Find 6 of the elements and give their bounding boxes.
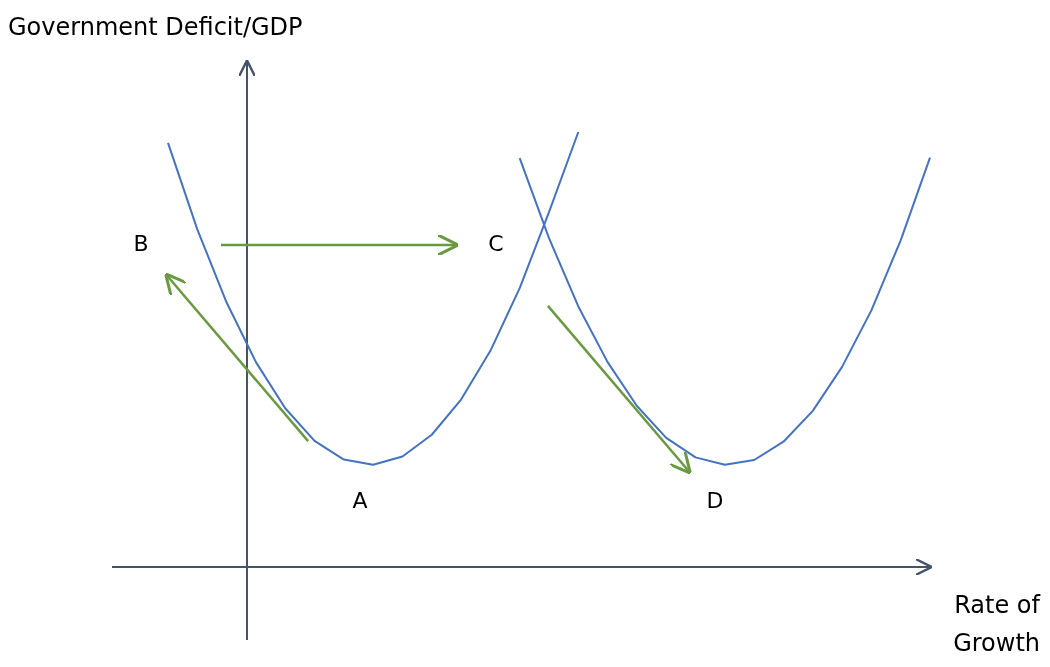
text: B — [133, 231, 149, 256]
y-axis-title: Government Deficit/GDP — [8, 13, 303, 41]
x-axis-title: Rate of Growth — [953, 591, 1041, 657]
annotation: C — [488, 231, 504, 256]
annotation: D — [706, 488, 724, 513]
annotation: A — [352, 488, 368, 513]
